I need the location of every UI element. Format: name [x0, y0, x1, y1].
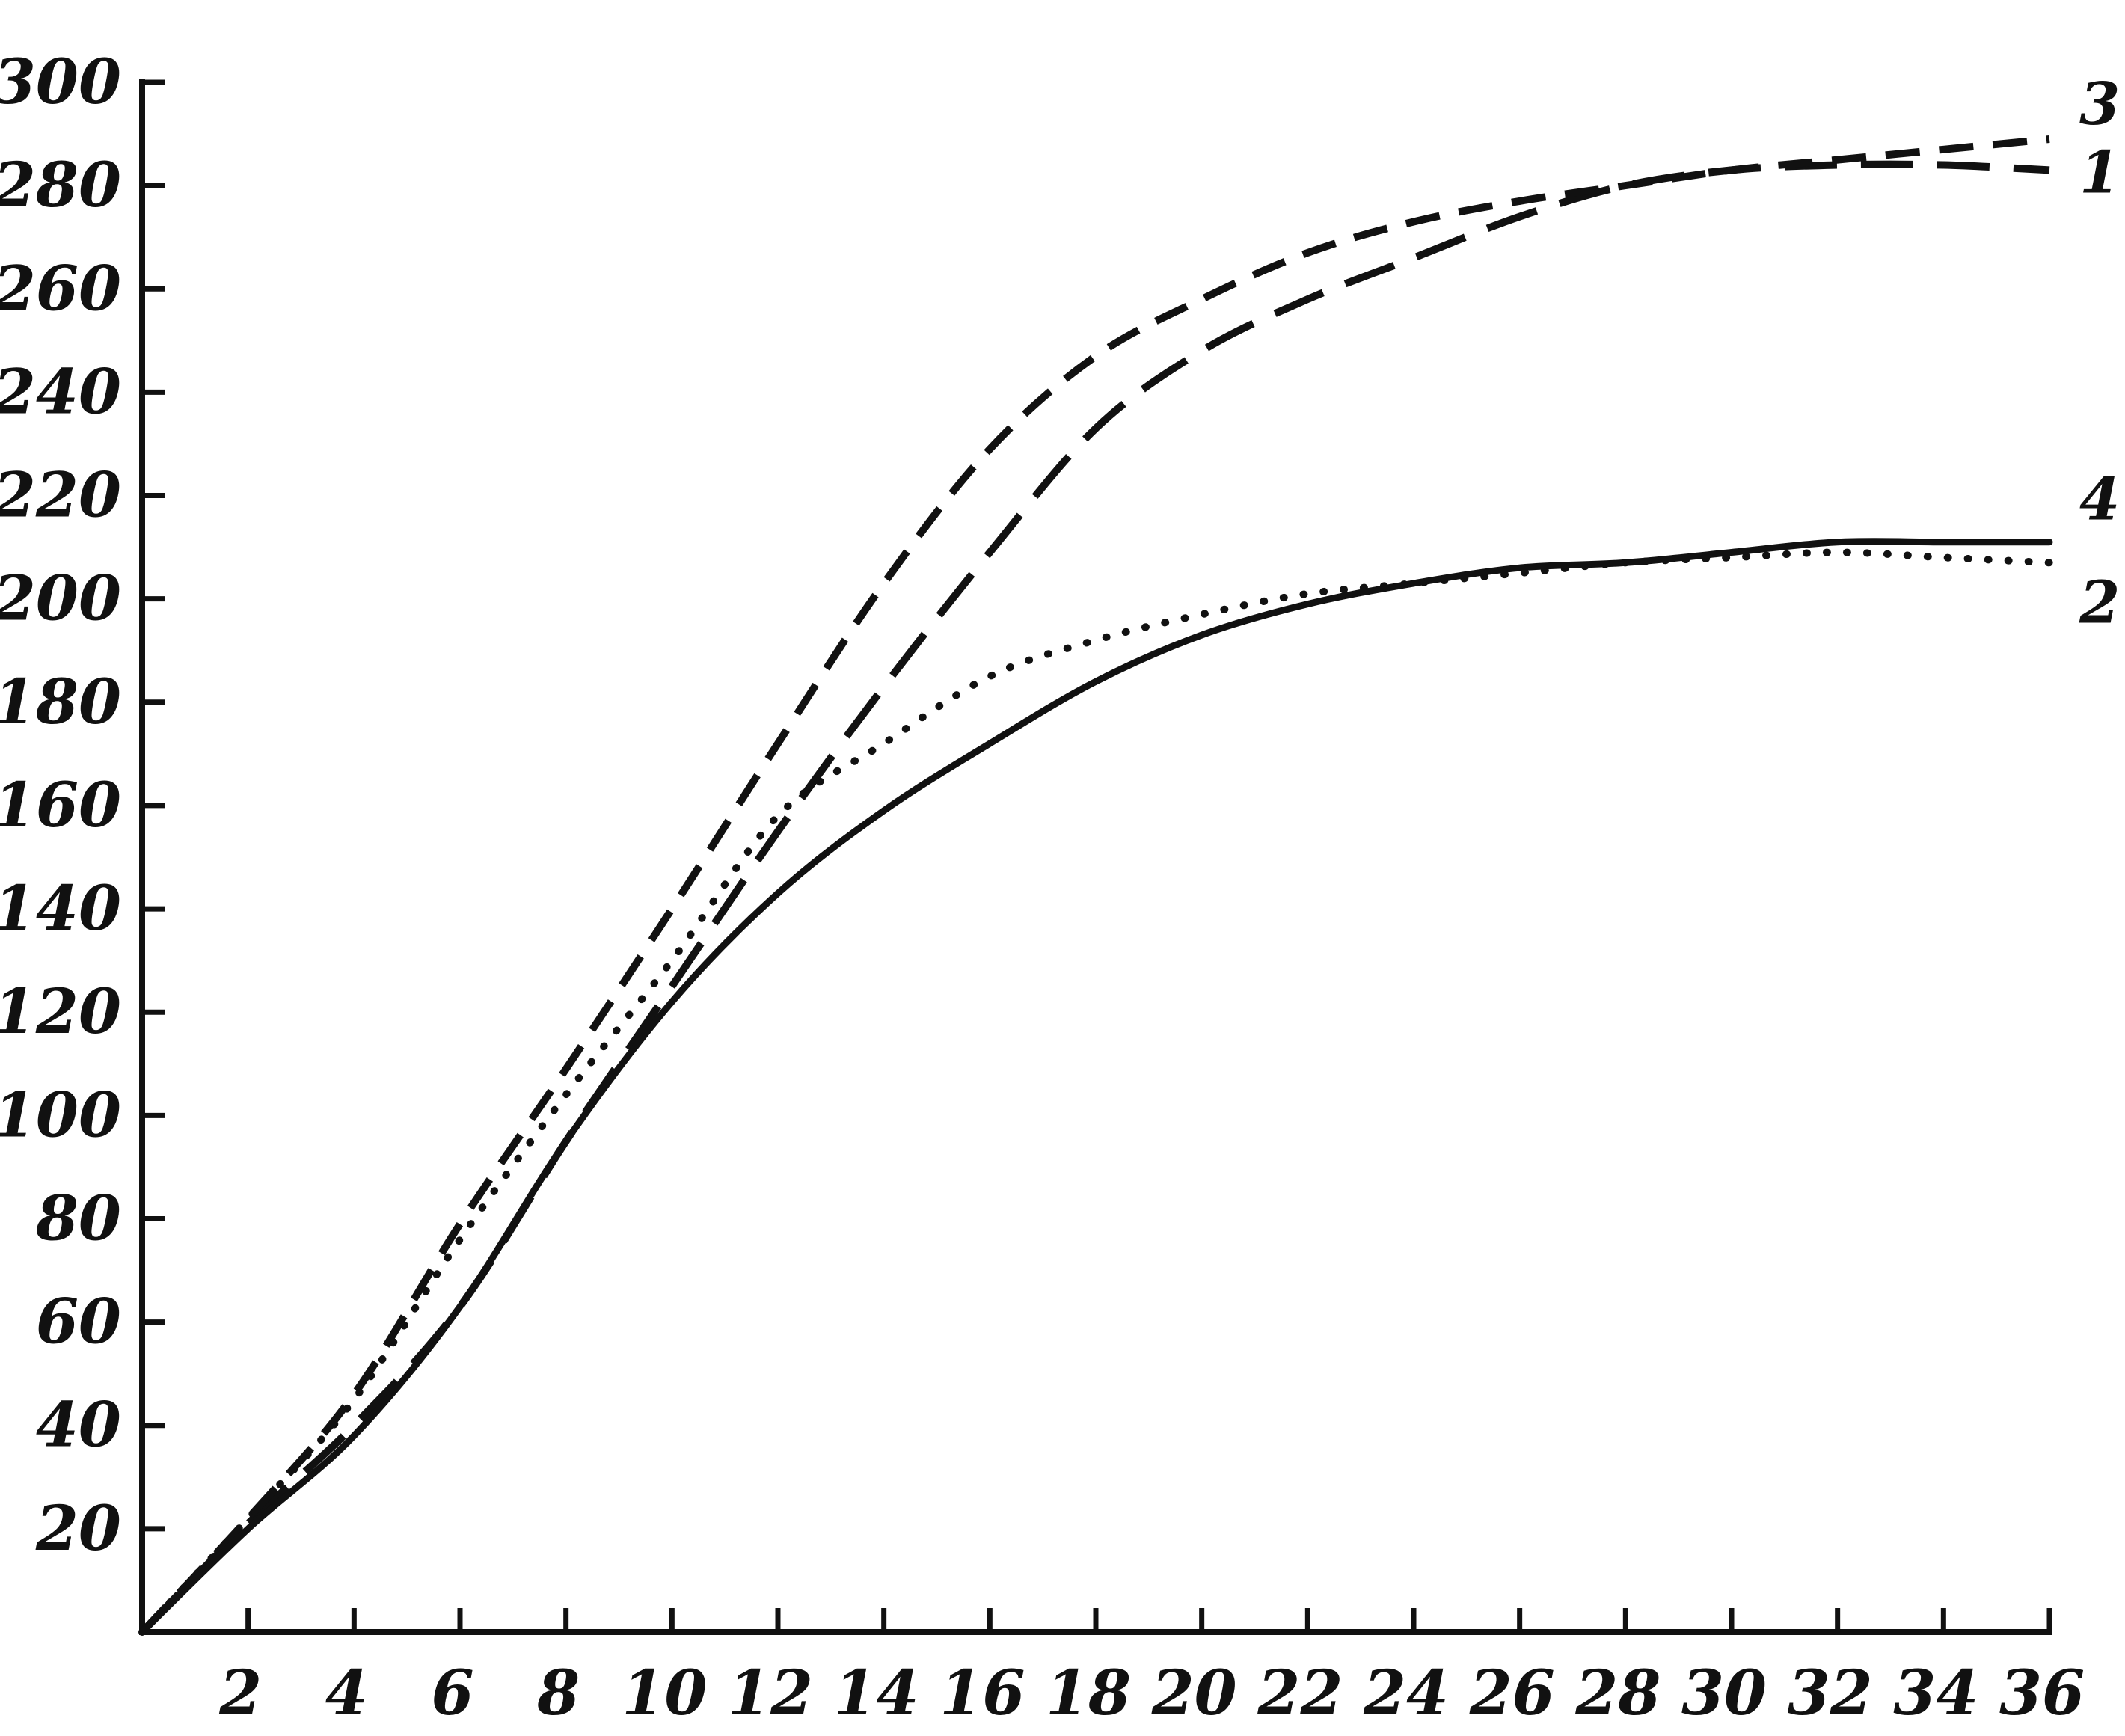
- x-tick-label: 14: [834, 1657, 919, 1729]
- axes: [139, 79, 2052, 1635]
- y-tick-label: 200: [0, 563, 121, 635]
- series-line-4: [138, 538, 2053, 1636]
- x-tick-label: 22: [1257, 1657, 1343, 1729]
- series-lines: [138, 135, 2053, 1636]
- y-tick-label: 300: [0, 46, 121, 118]
- y-tick-label: 180: [0, 666, 121, 738]
- x-tick-label: 12: [728, 1657, 813, 1729]
- x-tick-label: 30: [1681, 1657, 1767, 1729]
- y-tick-label: 160: [0, 770, 121, 841]
- x-tick-label: 4: [325, 1657, 368, 1729]
- tick-labels: 2040608010012014016018020022024026028030…: [0, 46, 2085, 1729]
- y-tick-label: 280: [0, 150, 121, 221]
- x-tick-label: 8: [536, 1657, 580, 1729]
- series-label-4: 4: [2079, 466, 2120, 534]
- x-tick-label: 32: [1788, 1657, 1873, 1729]
- series-labels: 1 2 3 4: [2079, 70, 2120, 637]
- y-tick-label: 140: [0, 873, 121, 945]
- series-label-3: 3: [2079, 70, 2120, 138]
- x-tick-label: 20: [1151, 1657, 1237, 1729]
- x-tick-label: 26: [1469, 1657, 1555, 1729]
- series-line-2: [138, 548, 2053, 1636]
- y-tick-label: 80: [35, 1183, 121, 1254]
- series-label-2: 2: [2079, 568, 2120, 637]
- series-label-1: 1: [2079, 138, 2120, 206]
- y-tick-label: 120: [0, 976, 121, 1048]
- x-tick-label: 24: [1363, 1657, 1449, 1729]
- x-tick-label: 28: [1574, 1657, 1661, 1729]
- y-tick-label: 240: [0, 356, 121, 428]
- y-tick-label: 260: [0, 253, 121, 325]
- x-tick-label: 10: [622, 1657, 707, 1729]
- x-tick-label: 34: [1893, 1657, 1978, 1729]
- x-tick-label: 36: [1999, 1657, 2085, 1729]
- y-tick-label: 220: [0, 460, 121, 532]
- y-tick-label: 100: [0, 1079, 121, 1151]
- y-tick-label: 60: [36, 1286, 121, 1358]
- x-tick-label: 16: [939, 1657, 1025, 1729]
- series-line-1: [139, 160, 2050, 1635]
- y-tick-label: 40: [36, 1390, 121, 1462]
- x-tick-label: 6: [431, 1657, 473, 1729]
- tick-marks: [142, 79, 2052, 1632]
- y-tick-label: 20: [35, 1493, 121, 1565]
- x-tick-label: 18: [1046, 1657, 1131, 1729]
- x-tick-label: 2: [218, 1657, 262, 1729]
- series-line-3: [139, 135, 2050, 1635]
